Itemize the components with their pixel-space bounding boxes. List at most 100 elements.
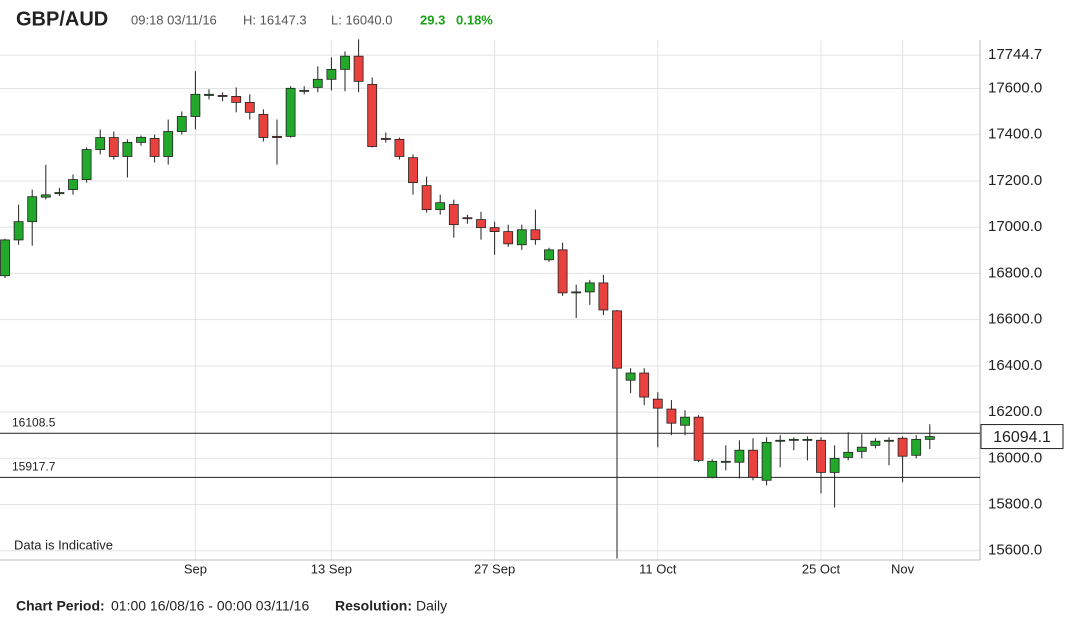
candle-body [489,227,500,232]
candle-body [802,438,813,441]
candle-body [13,221,24,241]
candle-body [666,408,677,424]
candle-body [924,436,935,440]
candle-body [476,219,486,229]
candle-body [258,114,269,138]
y-tick-label: 16800.0 [988,264,1042,281]
candle-body [748,449,758,478]
candle-body [503,231,514,245]
resolution-label: Resolution: [335,598,412,614]
period: 01:00 16/08/16 - 00:00 03/11/16 [111,598,309,614]
candle-body [394,138,405,157]
last-price-box [980,424,1064,450]
note: Data is Indicative [14,537,113,552]
level-label: 15917.7 [12,460,56,474]
change: 29.3 [420,12,445,27]
candle-body [149,138,160,157]
candle-body [190,93,201,117]
candle-body [421,185,432,211]
high: H: 16147.3 [243,12,307,27]
candle-body [285,87,296,137]
low: L: 16040.0 [331,12,392,27]
candle-body [40,194,51,198]
y-tick-label: 15800.0 [988,496,1042,513]
candle-body [693,416,704,461]
candle-body [122,141,133,157]
candle-body [856,446,867,452]
resolution: Daily [416,598,447,614]
candle-body [584,282,595,293]
candle-body [530,229,541,241]
x-tick-label: 27 Sep [474,561,515,576]
candle-body [176,116,187,132]
candle-body [353,55,364,82]
period-label: Chart Period: [16,598,105,614]
y-tick-label: 15600.0 [988,542,1042,559]
candle-body [571,291,582,294]
y-tick-label: 16400.0 [988,357,1042,374]
y-tick-label: 16200.0 [988,403,1042,420]
candle-body [108,137,119,157]
candle-body [27,196,38,223]
x-tick-label: 13 Sep [311,561,352,576]
candle-body [843,451,854,458]
candle-body [761,441,772,481]
y-tick-label: 17000.0 [988,218,1042,235]
candle-body [870,440,881,446]
candle-body [231,95,242,103]
candle-body [204,93,214,96]
candle-body [707,460,718,478]
candle-body [884,439,894,442]
candle-body [244,102,255,113]
candle-body [816,439,826,473]
candle-body [136,136,146,143]
time: 09:18 03/11/16 [131,12,217,27]
last-price-label: 16094.1 [993,429,1051,446]
candle-body [544,249,554,261]
x-tick-label: Nov [891,561,915,576]
x-tick-label: Sep [184,561,207,576]
candle-body [299,89,310,92]
level-label: 16108.5 [12,415,56,429]
symbol: GBP/AUD [16,8,108,30]
candle-body [326,68,337,80]
candle-body [435,202,446,211]
candle-body [217,95,228,97]
candle-body [95,137,106,150]
candle-body [340,55,350,70]
candle-body [598,282,609,311]
candle-body [557,249,568,294]
candle-body [68,179,78,190]
candle-body [163,131,174,157]
candle-body [408,157,418,183]
candle-body [0,239,10,277]
candle-body [367,83,378,147]
candle-body [720,460,731,463]
candle-body [911,438,922,456]
change-pct: 0.18% [456,12,493,27]
y-tick-label: 17600.0 [988,80,1042,97]
y-tick-label: 16600.0 [988,311,1042,328]
candle-body [54,192,65,195]
candle-body [775,439,786,442]
candle-body [380,138,391,140]
candle-body [312,78,323,88]
candle-body [625,372,636,381]
candle-body [734,449,745,463]
candle-body [272,135,282,138]
candle-body [612,310,622,369]
candle-body [448,204,459,226]
candle-body [462,217,473,220]
y-tick-label: 17744.7 [988,46,1042,63]
candle-body [516,229,527,246]
candle-body [897,437,908,457]
candle-body [788,438,799,441]
y-tick-label: 17200.0 [988,172,1042,189]
x-tick-label: 25 Oct [802,561,841,576]
candle-body [639,372,650,398]
candle-body [81,149,92,180]
candle-body [652,398,663,409]
y-tick-label: 17400.0 [988,126,1042,143]
candle-body [680,416,690,426]
